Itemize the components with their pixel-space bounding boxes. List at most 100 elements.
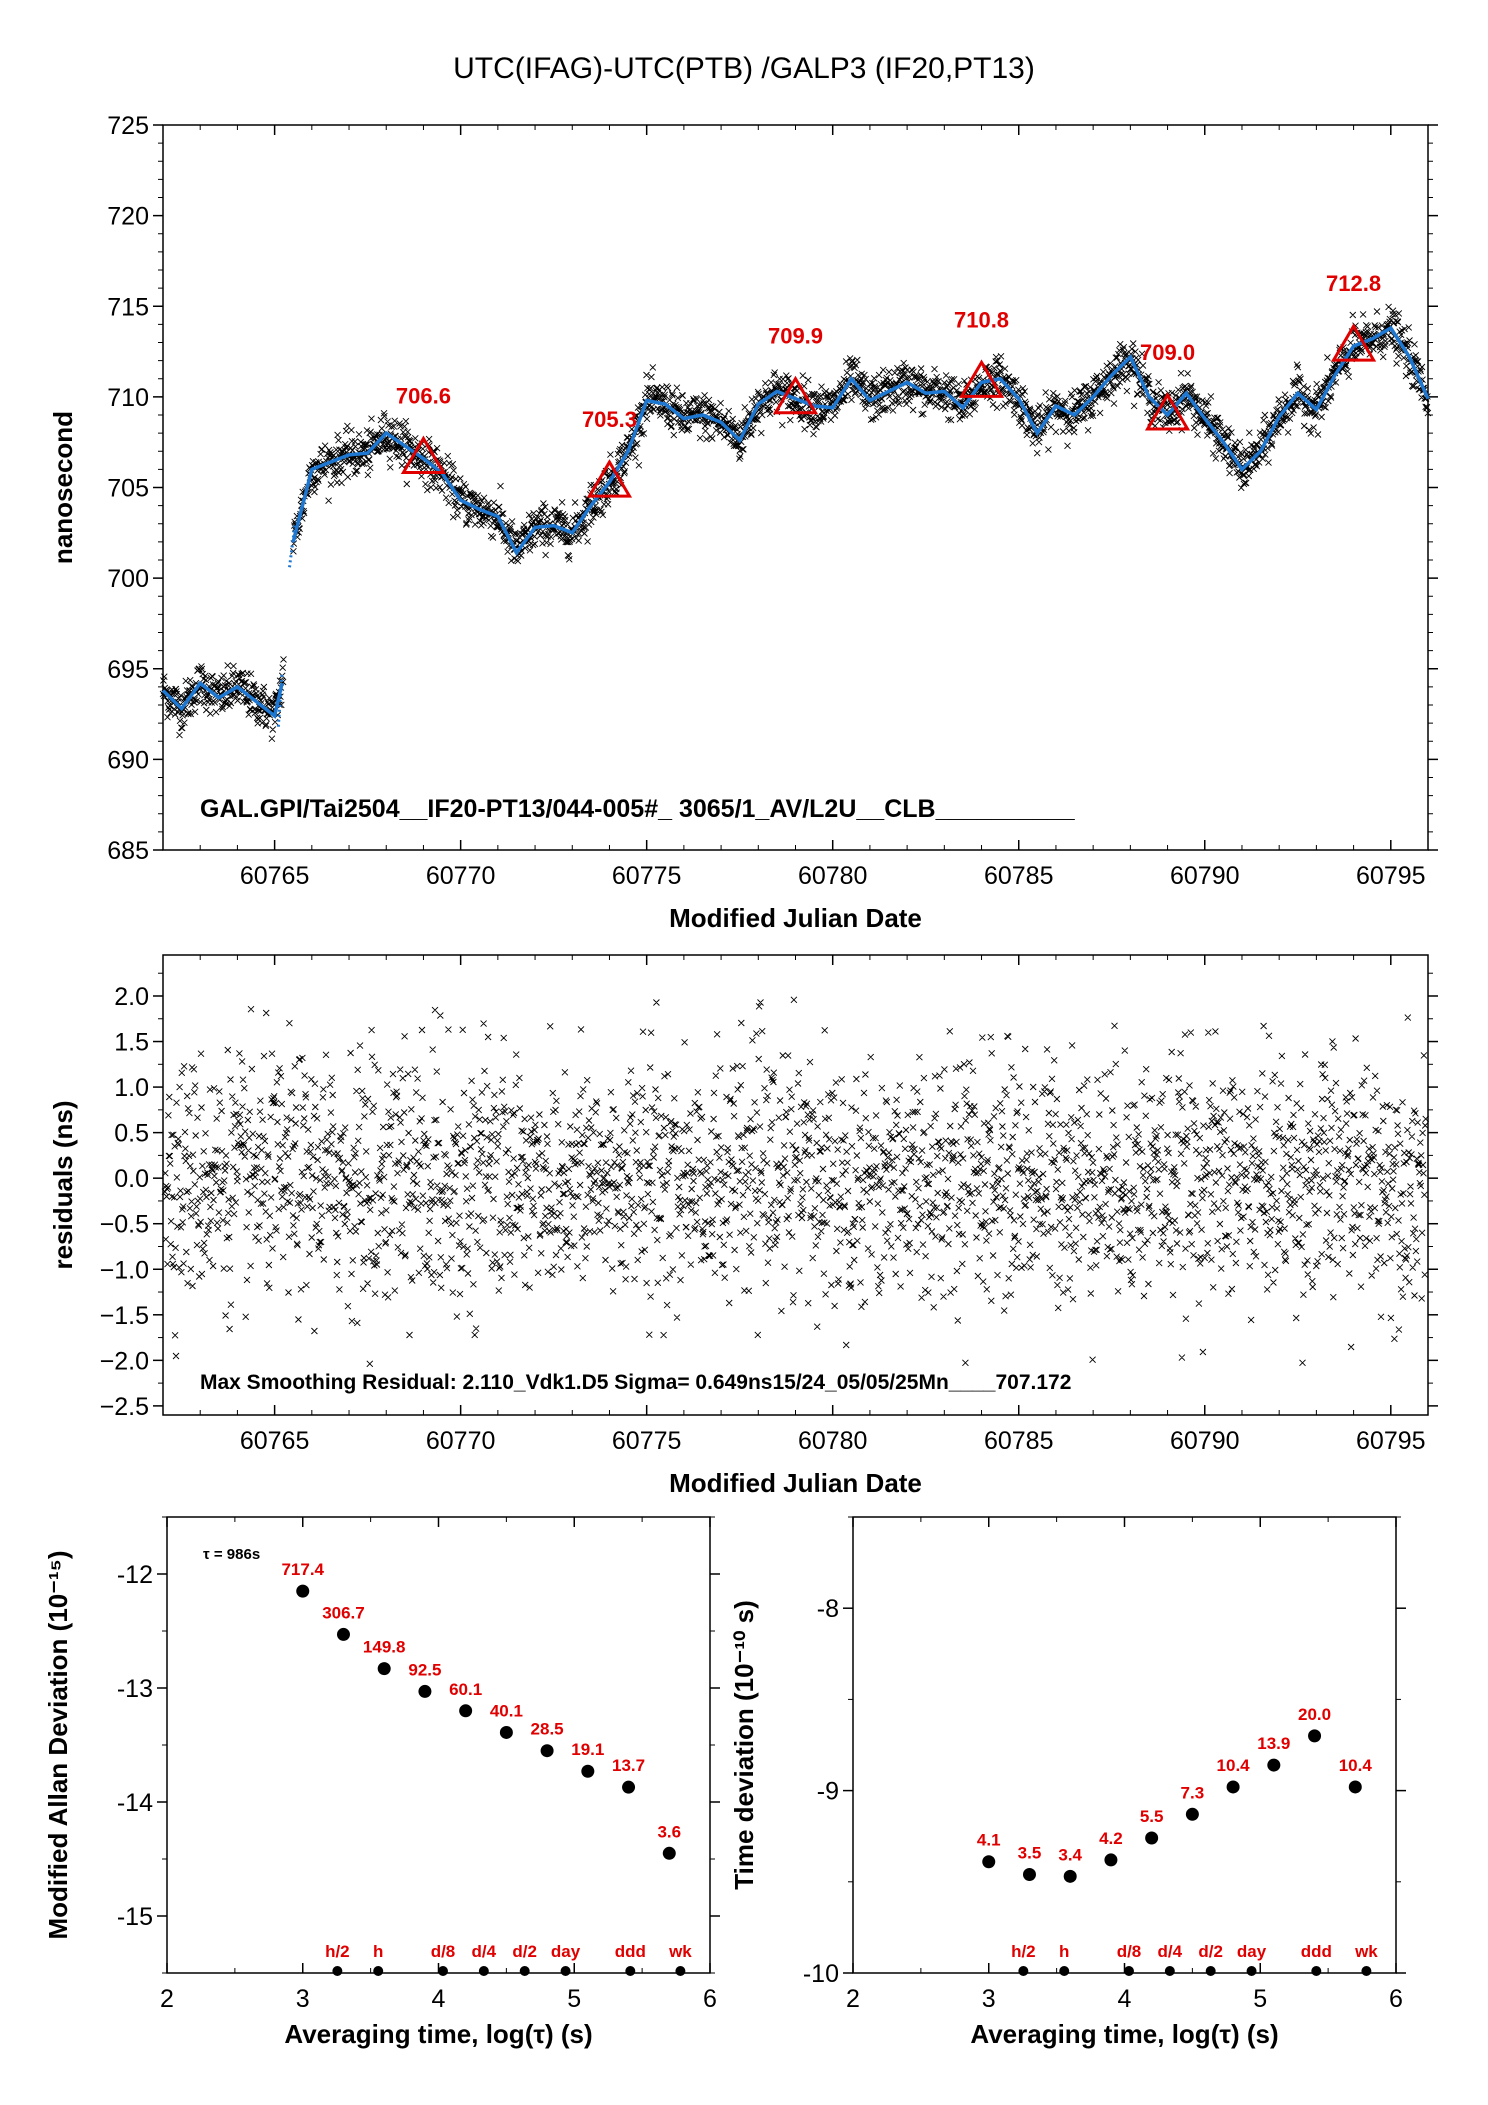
series-ticks [153, 124, 1438, 851]
residuals-plot-frame [162, 954, 1429, 1416]
series-marker-triangle [1144, 392, 1191, 431]
residuals-ytick-label: 0.5 [114, 1120, 149, 1148]
mdev-point [499, 1725, 513, 1739]
tdev-point [1226, 1780, 1240, 1794]
tdev-baseline-mark [1164, 1966, 1175, 1976]
series-xtick-label: 60765 [240, 862, 310, 890]
series-marker-triangle [958, 359, 1005, 398]
residuals-ytick-label: 0.0 [114, 1165, 149, 1193]
series-marker-triangle [400, 435, 447, 474]
tdev-ytick-label: -8 [817, 1595, 839, 1623]
residuals-ytick-label: −1.0 [100, 1256, 149, 1284]
mdev-ytick-label: -12 [117, 1561, 153, 1589]
mdev-point [662, 1846, 676, 1860]
tdev-point-label: 4.1 [977, 1831, 1001, 1850]
mdev-baseline-label: day [551, 1942, 581, 1961]
series-marker-label: 705.3 [582, 407, 637, 432]
tdev-point-label: 10.4 [1339, 1756, 1373, 1775]
tdev-baseline-mark [1246, 1966, 1257, 1976]
residuals-ytick-label: 2.0 [114, 983, 149, 1011]
mdev-point [336, 1627, 350, 1641]
mdev-ytick-label: -15 [117, 1903, 153, 1931]
mdev-x-axis-label: Averaging time, log(τ) (s) [284, 2019, 592, 2049]
series-xtick-label: 60780 [798, 862, 868, 890]
series-caption: GAL.GPI/Tai2504__IF20-PT13/044-005#_ 306… [200, 795, 1076, 823]
mdev-point-label: 306.7 [322, 1603, 365, 1622]
series-ytick-label: 725 [107, 112, 149, 140]
tdev-point [1267, 1758, 1281, 1772]
residuals-xtick-label: 60785 [984, 1427, 1054, 1455]
mdev-point-label: 40.1 [490, 1701, 523, 1720]
tdev-ytick-label: -9 [817, 1778, 839, 1806]
mdev-xtick-label: 5 [567, 1985, 581, 2013]
mdev-point [418, 1684, 432, 1698]
residuals-panel: 60765 60770 60775 60780 60785 60790 60795 −2.5 −… [48, 954, 1438, 1498]
tdev-xtick-label: 3 [982, 1985, 996, 2013]
residuals-caption: Max Smoothing Residual: 2.110_Vdk1.D5 Si… [200, 1371, 1071, 1394]
series-marker-triangle [1330, 323, 1377, 362]
tdev-point-label: 10.4 [1217, 1756, 1251, 1775]
mdev-panel: 2 3 4 5 6 -15 -14 -13 -12 717.4 306.7 149.892.5 60.1… [43, 1516, 720, 2049]
tdev-panel: 2 3 4 5 6 -10 -9 -8 4.1 3.5 3.4 4.2 5.5 7.3 10.4 13.9 20… [729, 1516, 1406, 2049]
tdev-x-axis-label: Averaging time, log(τ) (s) [970, 2019, 1278, 2049]
mdev-point [459, 1704, 473, 1718]
series-fit-line-b [291, 325, 1430, 557]
tdev-baseline-label: wk [1354, 1942, 1378, 1961]
tdev-baseline-mark [1361, 1966, 1372, 1976]
tdev-point-label: 7.3 [1181, 1783, 1205, 1802]
residuals-ticks [153, 955, 1438, 1415]
series-fit-dotted-a [276, 672, 284, 727]
series-ytick-label: 705 [107, 475, 149, 503]
mdev-baseline-label: d/4 [472, 1942, 497, 1961]
mdev-baseline-label: ddd [615, 1942, 646, 1961]
residuals-xtick-label: 60780 [798, 1427, 868, 1455]
mdev-baseline-mark [675, 1966, 686, 1976]
mdev-point [540, 1744, 554, 1758]
mdev-point-label: 717.4 [281, 1560, 324, 1579]
tdev-xtick-label: 2 [846, 1985, 860, 2013]
series-ytick-label: 715 [107, 293, 149, 321]
residuals-ytick-label: −1.5 [100, 1302, 149, 1330]
mdev-ytick-label: -14 [117, 1789, 153, 1817]
series-marker-triangle [586, 459, 633, 498]
series-ytick-label: 720 [107, 203, 149, 231]
mdev-baseline-label: wk [668, 1942, 692, 1961]
tdev-y-axis-label: Time deviation (10⁻¹⁰ s) [729, 1600, 759, 1890]
residuals-xtick-label: 60770 [426, 1427, 496, 1455]
residuals-xtick-label: 60775 [612, 1427, 682, 1455]
tdev-point [1022, 1868, 1036, 1882]
mdev-xtick-label: 6 [703, 1985, 717, 2013]
mdev-point-label: 149.8 [363, 1638, 406, 1657]
residuals-ytick-label: −0.5 [100, 1211, 149, 1239]
mdev-baseline-mark [478, 1966, 489, 1976]
series-panel: 60765 60770 60775 60780 60785 60790 60795 685 69… [48, 112, 1438, 933]
mdev-point-label: 92.5 [408, 1660, 441, 1679]
series-ytick-label: 700 [107, 565, 149, 593]
tdev-baseline-mark [1311, 1966, 1322, 1976]
tdev-baseline-mark [1123, 1966, 1134, 1976]
tdev-point-label: 13.9 [1257, 1734, 1290, 1753]
tdev-baseline-label: d/8 [1117, 1942, 1142, 1961]
mdev-point-label: 13.7 [612, 1756, 645, 1775]
series-fit-line-a [161, 680, 284, 719]
mdev-point-label: 60.1 [449, 1680, 482, 1699]
tdev-point [982, 1855, 996, 1869]
series-marker-label: 706.6 [396, 384, 451, 409]
mdev-point [377, 1662, 391, 1676]
tdev-baseline-mark [1205, 1966, 1216, 1976]
mdev-baseline-label: h [373, 1942, 383, 1961]
mdev-point [622, 1780, 636, 1794]
series-xtick-label: 60770 [426, 862, 496, 890]
tdev-point-label: 20.0 [1298, 1705, 1331, 1724]
residuals-x-axis-label: Modified Julian Date [669, 1468, 922, 1498]
mdev-xtick-label: 2 [160, 1985, 174, 2013]
mdev-tau-note: τ = 986s [203, 1546, 260, 1563]
tdev-baseline-mark [1059, 1966, 1070, 1976]
residuals-ytick-label: −2.0 [100, 1347, 149, 1375]
residuals-xtick-label: 60790 [1170, 1427, 1240, 1455]
residuals-xtick-label: 60765 [240, 1427, 310, 1455]
series-marker-label: 709.0 [1140, 340, 1195, 365]
mdev-point-label: 3.6 [657, 1822, 681, 1841]
tdev-point [1145, 1831, 1159, 1845]
